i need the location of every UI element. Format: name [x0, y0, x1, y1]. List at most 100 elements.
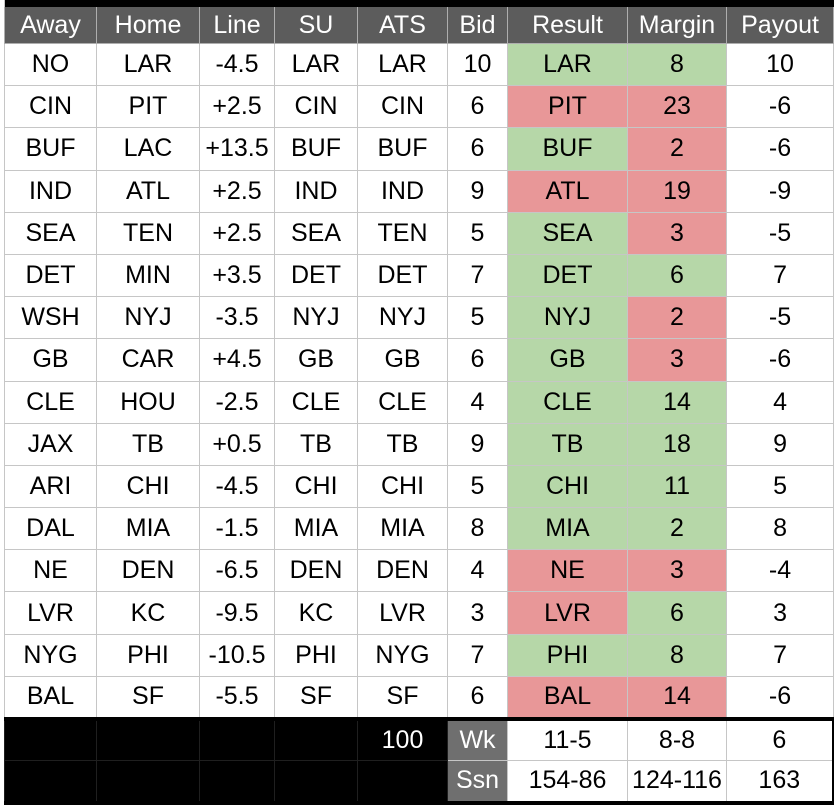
cell-line[interactable]: +3.5 — [199, 253, 275, 298]
cell-away-team[interactable]: NYG — [4, 633, 97, 677]
cell-bid[interactable]: 5 — [447, 211, 508, 255]
cell-result[interactable]: GB — [507, 338, 628, 382]
cell-ats-pick[interactable]: DEN — [357, 549, 448, 593]
column-header-su[interactable]: SU — [274, 7, 358, 44]
cell-payout[interactable]: 8 — [725, 507, 834, 551]
cell-line[interactable]: -2.5 — [199, 380, 275, 424]
cell-payout[interactable]: 3 — [725, 591, 834, 635]
cell-ats-pick[interactable]: BUF — [357, 127, 448, 171]
cell-payout[interactable]: 9 — [725, 422, 834, 466]
cell-result[interactable]: DET — [507, 253, 628, 298]
cell-su-pick[interactable]: PHI — [274, 633, 358, 677]
cell-su-pick[interactable]: IND — [274, 169, 358, 213]
cell-away-team[interactable]: CLE — [4, 380, 97, 424]
cell-margin[interactable]: 2 — [627, 296, 727, 340]
column-header-line[interactable]: Line — [199, 7, 275, 44]
cell-bid[interactable]: 6 — [447, 85, 508, 129]
cell-home-team[interactable]: PIT — [96, 85, 200, 129]
cell-away-team[interactable]: BUF — [4, 127, 97, 171]
cell-ats-pick[interactable]: CHI — [357, 464, 448, 509]
total-bid-cell[interactable]: 100 — [357, 716, 448, 761]
cell-home-team[interactable]: PHI — [96, 633, 200, 677]
cell-result[interactable]: LVR — [507, 591, 628, 635]
cell-bid[interactable]: 6 — [447, 675, 508, 720]
cell-line[interactable]: -5.5 — [199, 675, 275, 720]
week-payout-total-cell[interactable]: 6 — [725, 716, 834, 761]
cell-result[interactable]: TB — [507, 422, 628, 466]
cell-margin[interactable]: 19 — [627, 169, 727, 213]
cell-home-team[interactable]: CAR — [96, 338, 200, 382]
cell-margin[interactable]: 8 — [627, 42, 727, 87]
season-result-record-cell[interactable]: 154-86 — [507, 759, 628, 805]
cell-payout[interactable]: -5 — [725, 296, 834, 340]
cell-result[interactable]: CLE — [507, 380, 628, 424]
cell-ats-pick[interactable]: TEN — [357, 211, 448, 255]
cell-su-pick[interactable]: DEN — [274, 549, 358, 593]
cell-away-team[interactable]: JAX — [4, 422, 97, 466]
cell-bid[interactable]: 7 — [447, 633, 508, 677]
cell-line[interactable]: -3.5 — [199, 296, 275, 340]
cell-su-pick[interactable]: TB — [274, 422, 358, 466]
cell-bid[interactable]: 5 — [447, 464, 508, 509]
cell-margin[interactable]: 3 — [627, 338, 727, 382]
cell-payout[interactable]: 7 — [725, 633, 834, 677]
cell-line[interactable]: -1.5 — [199, 507, 275, 551]
cell-home-team[interactable]: LAR — [96, 42, 200, 87]
cell-bid[interactable]: 4 — [447, 549, 508, 593]
cell-line[interactable]: -9.5 — [199, 591, 275, 635]
cell-away-team[interactable]: NE — [4, 549, 97, 593]
column-header-home[interactable]: Home — [96, 7, 200, 44]
cell-su-pick[interactable]: BUF — [274, 127, 358, 171]
cell-line[interactable]: -4.5 — [199, 464, 275, 509]
cell-margin[interactable]: 23 — [627, 85, 727, 129]
cell-margin[interactable]: 2 — [627, 507, 727, 551]
cell-result[interactable]: PHI — [507, 633, 628, 677]
cell-home-team[interactable]: SF — [96, 675, 200, 720]
cell-result[interactable]: PIT — [507, 85, 628, 129]
cell-ats-pick[interactable]: LVR — [357, 591, 448, 635]
season-payout-total-cell[interactable]: 163 — [725, 759, 834, 805]
column-header-away[interactable]: Away — [4, 7, 97, 44]
cell-line[interactable]: +4.5 — [199, 338, 275, 382]
cell-line[interactable]: -4.5 — [199, 42, 275, 87]
cell-payout[interactable]: -6 — [725, 675, 834, 720]
cell-ats-pick[interactable]: CIN — [357, 85, 448, 129]
cell-bid[interactable]: 9 — [447, 422, 508, 466]
cell-payout[interactable]: 7 — [725, 253, 834, 298]
cell-payout[interactable]: 10 — [725, 42, 834, 87]
cell-bid[interactable]: 3 — [447, 591, 508, 635]
cell-bid[interactable]: 6 — [447, 127, 508, 171]
cell-result[interactable]: BAL — [507, 675, 628, 720]
cell-payout[interactable]: 5 — [725, 464, 834, 509]
cell-su-pick[interactable]: KC — [274, 591, 358, 635]
cell-payout[interactable]: -5 — [725, 211, 834, 255]
cell-result[interactable]: CHI — [507, 464, 628, 509]
column-header-result[interactable]: Result — [507, 7, 628, 44]
cell-payout[interactable]: -4 — [725, 549, 834, 593]
cell-ats-pick[interactable]: TB — [357, 422, 448, 466]
season-margin-record-cell[interactable]: 124-116 — [627, 759, 727, 805]
cell-bid[interactable]: 9 — [447, 169, 508, 213]
cell-su-pick[interactable]: DET — [274, 253, 358, 298]
cell-bid[interactable]: 4 — [447, 380, 508, 424]
cell-away-team[interactable]: WSH — [4, 296, 97, 340]
column-header-margin[interactable]: Margin — [627, 7, 727, 44]
cell-su-pick[interactable]: CHI — [274, 464, 358, 509]
cell-bid[interactable]: 6 — [447, 338, 508, 382]
cell-away-team[interactable]: DET — [4, 253, 97, 298]
season-label-cell[interactable]: Ssn — [447, 759, 508, 805]
cell-home-team[interactable]: KC — [96, 591, 200, 635]
cell-away-team[interactable]: IND — [4, 169, 97, 213]
cell-margin[interactable]: 14 — [627, 380, 727, 424]
cell-margin[interactable]: 18 — [627, 422, 727, 466]
cell-ats-pick[interactable]: NYJ — [357, 296, 448, 340]
cell-home-team[interactable]: ATL — [96, 169, 200, 213]
cell-margin[interactable]: 8 — [627, 633, 727, 677]
cell-result[interactable]: ATL — [507, 169, 628, 213]
cell-margin[interactable]: 3 — [627, 549, 727, 593]
cell-away-team[interactable]: ARI — [4, 464, 97, 509]
week-result-record-cell[interactable]: 11-5 — [507, 716, 628, 761]
cell-away-team[interactable]: LVR — [4, 591, 97, 635]
cell-away-team[interactable]: CIN — [4, 85, 97, 129]
column-header-ats[interactable]: ATS — [357, 7, 448, 44]
